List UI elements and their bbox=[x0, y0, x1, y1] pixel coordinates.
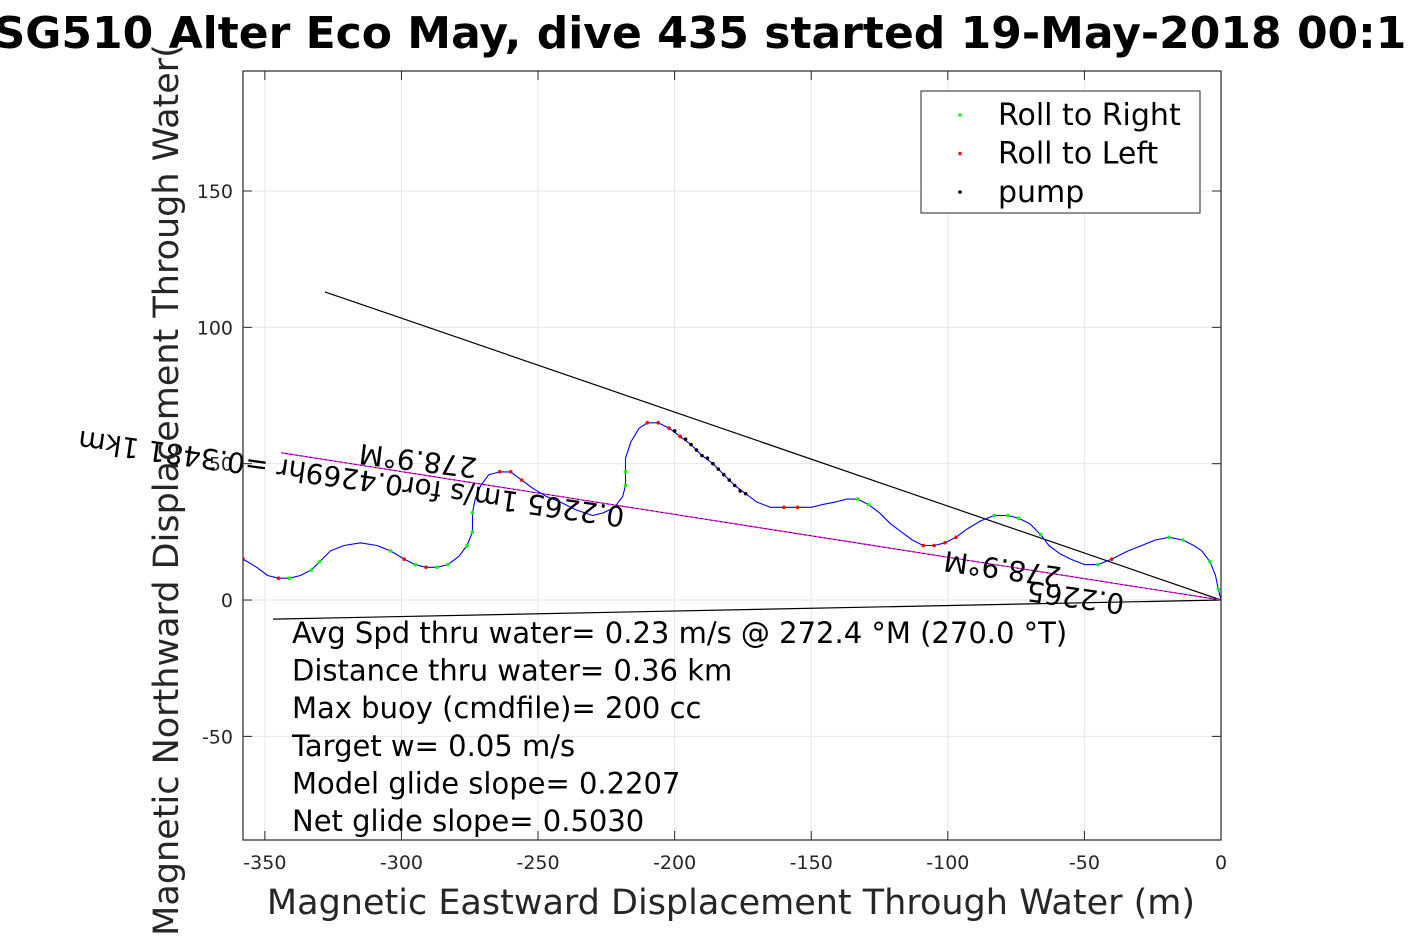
reference-line bbox=[324, 291, 1221, 601]
pump-point bbox=[683, 437, 688, 441]
roll-left-point bbox=[667, 426, 671, 431]
roll-left-point bbox=[402, 557, 406, 561]
roll-left-point bbox=[954, 535, 958, 540]
pump-point bbox=[743, 491, 748, 496]
y-tick-label: -50 bbox=[202, 726, 233, 748]
roll-right-point bbox=[992, 513, 997, 518]
roll-right-point bbox=[1208, 560, 1212, 564]
pump-point bbox=[738, 489, 742, 493]
axis-ticks: -350 -300 -250 -200 -150 -100 -50 0 -50 0 50 100 150 bbox=[197, 71, 1227, 874]
roll-right-point bbox=[465, 543, 469, 548]
roll-right-point bbox=[1096, 562, 1100, 567]
roll-right-point bbox=[388, 549, 393, 553]
roll-right-point bbox=[287, 576, 292, 581]
roll-left-point bbox=[782, 505, 786, 510]
chart-title: SG510 Alter Eco May, dive 435 started 19… bbox=[0, 8, 1406, 59]
legend-marker bbox=[958, 151, 962, 156]
y-tick-label: 100 bbox=[197, 317, 233, 339]
roll-right-point bbox=[1038, 532, 1043, 537]
x-tick-label: -300 bbox=[380, 852, 423, 874]
roll-right-point bbox=[435, 565, 439, 570]
roll-points bbox=[243, 420, 1221, 591]
pump-point bbox=[694, 448, 699, 452]
reference-line bbox=[281, 452, 1221, 601]
pump-point bbox=[716, 467, 721, 471]
info-line: Max buoy (cmdfile)= 200 cc bbox=[292, 691, 701, 725]
roll-right-point bbox=[446, 562, 450, 567]
y-tick-label: 50 bbox=[209, 454, 233, 476]
roll-right-point bbox=[309, 568, 314, 572]
pump-point bbox=[727, 478, 732, 482]
info-line: Target w= 0.05 m/s bbox=[291, 729, 575, 763]
roll-right-point bbox=[413, 562, 417, 567]
roll-left-point bbox=[921, 543, 926, 548]
pump-point bbox=[711, 461, 715, 466]
info-line: Net glide slope= 0.5030 bbox=[292, 804, 644, 838]
roll-right-point bbox=[470, 530, 475, 534]
roll-right-point bbox=[855, 497, 860, 501]
info-line: Model glide slope= 0.2207 bbox=[292, 766, 680, 800]
pump-point bbox=[700, 453, 704, 458]
roll-left-point bbox=[656, 420, 661, 425]
y-tick-label: 150 bbox=[197, 181, 233, 203]
roll-right-point bbox=[470, 510, 475, 515]
legend-label: Roll to Left bbox=[998, 137, 1158, 172]
pump-point bbox=[672, 429, 677, 433]
roll-right-point bbox=[317, 560, 322, 564]
roll-left-point bbox=[497, 470, 502, 474]
legend-marker bbox=[958, 190, 962, 194]
x-axis-label: Magnetic Eastward Displacement Through W… bbox=[267, 883, 1195, 923]
plot-frame bbox=[242, 70, 1222, 841]
y-tick-label: 0 bbox=[221, 590, 233, 612]
roll-left-point bbox=[678, 434, 682, 439]
roll-left-point bbox=[424, 565, 428, 570]
roll-right-point bbox=[1017, 516, 1021, 521]
roll-right-point bbox=[623, 483, 628, 488]
roll-left-point bbox=[276, 576, 281, 581]
reference-lines bbox=[273, 291, 1221, 620]
x-tick-label: -100 bbox=[926, 852, 969, 874]
roll-right-point bbox=[1180, 538, 1185, 542]
info-box: Avg Spd thru water= 0.23 m/s @ 272.4 °M … bbox=[291, 616, 1067, 838]
x-tick-label: -250 bbox=[516, 852, 559, 874]
legend-marker bbox=[958, 113, 962, 117]
y-axis-label: Magnetic Northward Displacement Through … bbox=[147, 44, 187, 936]
roll-left-point bbox=[943, 540, 947, 545]
info-line: Distance thru water= 0.36 km bbox=[292, 654, 732, 688]
roll-left-point bbox=[645, 420, 650, 425]
reference-line bbox=[273, 599, 1221, 620]
x-tick-label: -200 bbox=[653, 852, 696, 874]
roll-left-point bbox=[932, 543, 936, 548]
roll-left-point bbox=[508, 470, 513, 474]
roll-left-point bbox=[1109, 557, 1114, 561]
x-tick-label: -150 bbox=[790, 852, 833, 874]
roll-right-point bbox=[1216, 587, 1221, 591]
info-line: Avg Spd thru water= 0.23 m/s @ 272.4 °M … bbox=[292, 616, 1067, 650]
legend-label: Roll to Right bbox=[998, 98, 1181, 133]
roll-right-point bbox=[1006, 513, 1010, 518]
roll-left-point bbox=[519, 478, 524, 482]
pump-point bbox=[705, 456, 710, 461]
heading-annotation: 0.2265 bbox=[1025, 574, 1127, 620]
roll-left-point bbox=[795, 505, 800, 510]
pump-point bbox=[689, 442, 693, 447]
roll-right-point bbox=[866, 502, 871, 507]
legend-box bbox=[920, 90, 1201, 214]
roll-right-point bbox=[1167, 535, 1171, 540]
pump-point bbox=[722, 472, 726, 477]
legend-label: pump bbox=[998, 175, 1084, 210]
x-tick-label: 0 bbox=[1215, 852, 1227, 874]
x-tick-label: -350 bbox=[243, 852, 286, 874]
roll-right-point bbox=[623, 470, 628, 474]
x-tick-label: -50 bbox=[1069, 852, 1100, 874]
pump-point bbox=[732, 483, 737, 488]
annotations: 278.9°M0.2265 1m/s for0.4269hr =0.3481 1… bbox=[76, 424, 1126, 621]
